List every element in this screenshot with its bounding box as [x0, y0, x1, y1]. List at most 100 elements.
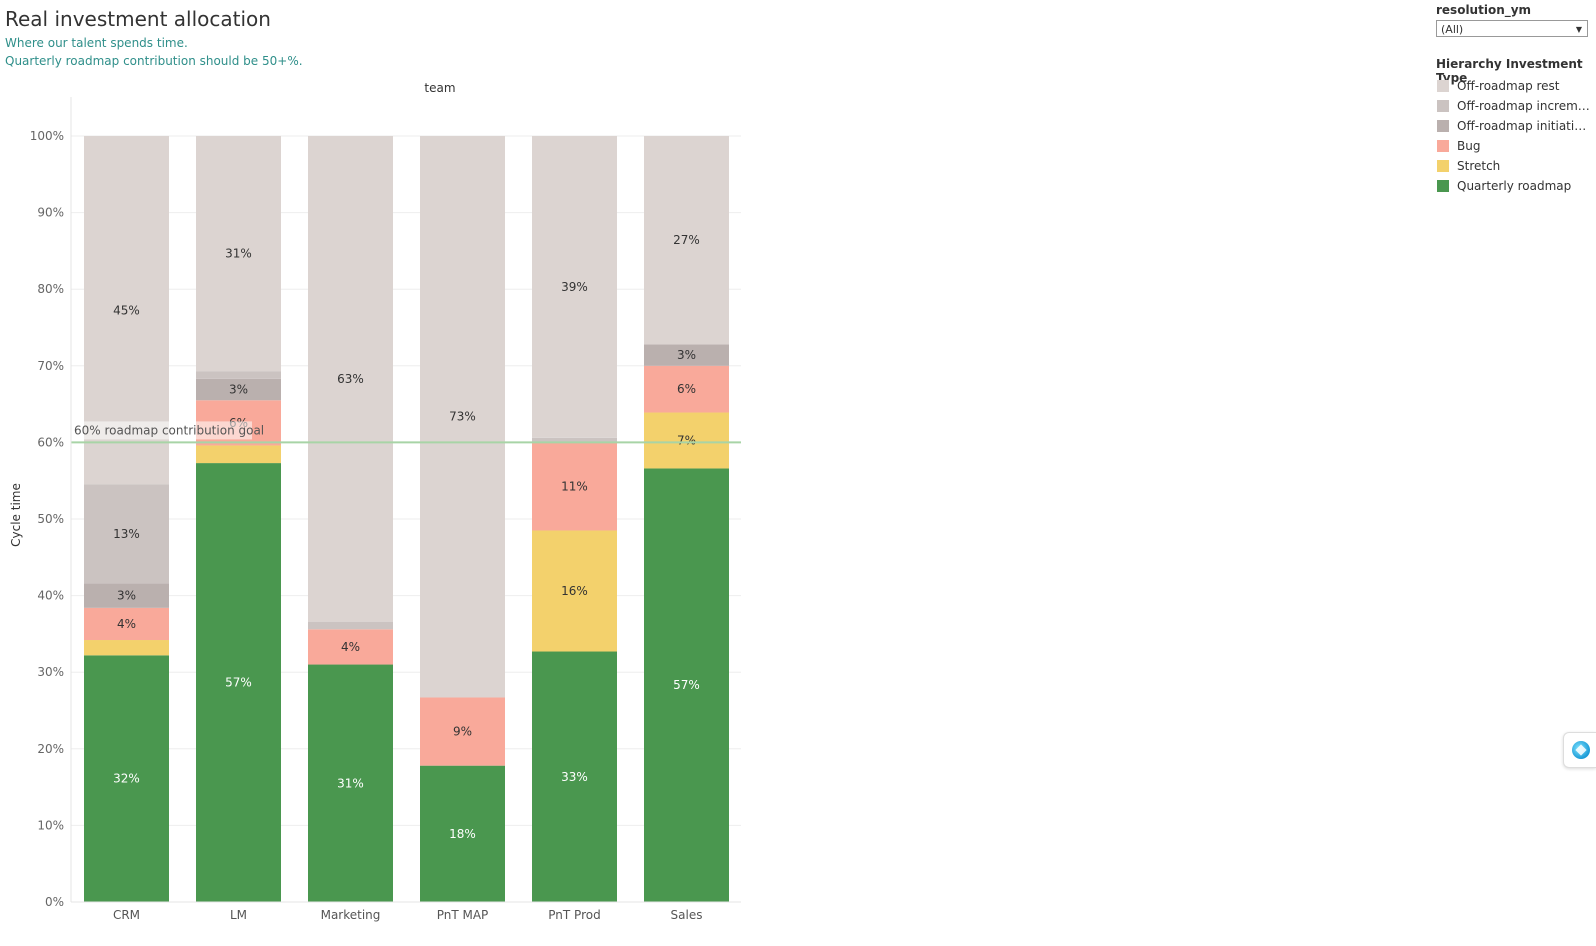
legend-item-bug[interactable]: Bug — [1437, 136, 1595, 156]
data-label: 3% — [229, 383, 248, 397]
column-header: team — [424, 81, 455, 95]
data-label: 31% — [225, 247, 252, 261]
data-label: 6% — [677, 382, 696, 396]
bar-segment[interactable] — [644, 468, 729, 902]
bar-segment[interactable] — [420, 765, 505, 902]
assistant-widget-button[interactable] — [1563, 732, 1596, 768]
bar-segment[interactable] — [84, 583, 169, 608]
legend-item-off-roadmap-initiatives[interactable]: Off-roadmap initiatives — [1437, 116, 1595, 136]
y-tick-label: 50% — [37, 512, 64, 526]
bar-segment[interactable] — [196, 463, 281, 902]
data-label: 57% — [225, 676, 252, 690]
resolution-ym-dropdown[interactable]: (All) ▼ — [1436, 20, 1588, 37]
data-label: 3% — [677, 348, 696, 362]
data-label: 57% — [673, 678, 700, 692]
dropdown-arrow-icon: ▼ — [1575, 25, 1582, 34]
bar-segment[interactable] — [532, 442, 617, 531]
bar-segment[interactable] — [84, 655, 169, 902]
bar-segment[interactable] — [84, 484, 169, 584]
reference-label-bg — [72, 421, 252, 440]
data-label: 9% — [453, 725, 472, 739]
y-tick-label: 70% — [37, 359, 64, 373]
chart-subtitle-2: Quarterly roadmap contribution should be… — [5, 54, 303, 68]
bar-segment[interactable] — [84, 640, 169, 656]
bar-segment[interactable] — [644, 412, 729, 469]
y-tick-label: 10% — [37, 818, 64, 832]
data-label: 16% — [561, 584, 588, 598]
x-tick-label: Marketing — [321, 908, 381, 922]
filter-label: resolution_ym — [1436, 3, 1532, 17]
bar-segment[interactable] — [532, 136, 617, 438]
data-label: 32% — [113, 772, 140, 786]
y-tick-label: 30% — [37, 665, 64, 679]
y-tick-label: 40% — [37, 589, 64, 603]
legend-swatch — [1437, 160, 1449, 172]
y-tick-label: 90% — [37, 206, 64, 220]
bar-segment[interactable] — [196, 136, 281, 372]
x-tick-label: CRM — [113, 908, 140, 922]
legend-item-quarterly-roadmap[interactable]: Quarterly roadmap — [1437, 176, 1595, 196]
data-label: 4% — [117, 617, 136, 631]
reference-line-label: 60% roadmap contribution goal — [74, 423, 264, 437]
filter-value: (All) — [1441, 23, 1464, 36]
bar-segment[interactable] — [308, 664, 393, 902]
legend-swatch — [1437, 120, 1449, 132]
bar-segment[interactable] — [308, 629, 393, 665]
legend-label: Quarterly roadmap — [1457, 179, 1572, 193]
y-tick-label: 100% — [30, 129, 64, 143]
legend-swatch — [1437, 100, 1449, 112]
assistant-diamond-icon — [1572, 741, 1590, 759]
data-label: 11% — [561, 479, 588, 493]
legend-swatch — [1437, 180, 1449, 192]
data-label: 4% — [341, 640, 360, 654]
bar-segment[interactable] — [308, 621, 393, 630]
bar-segment[interactable] — [532, 437, 617, 443]
y-tick-label: 60% — [37, 435, 64, 449]
data-label: 7% — [677, 433, 696, 447]
data-label: 39% — [561, 280, 588, 294]
legend-label: Off-roadmap increme... — [1457, 99, 1593, 113]
legend-item-off-roadmap-incremental[interactable]: Off-roadmap increme... — [1437, 96, 1595, 116]
chart-title: Real investment allocation — [5, 7, 271, 31]
data-label: 73% — [449, 410, 476, 424]
bar-segment[interactable] — [84, 607, 169, 641]
stacked-bar-chart: 32% 4% 3% 13% 45% 57% 6% 3% 31% 31% 4% 63% 18% 9% 73% 3… — [9, 81, 741, 922]
legend-item-off-roadmap-rest[interactable]: Off-roadmap rest — [1437, 76, 1595, 96]
data-label: 13% — [113, 527, 140, 541]
legend-label: Bug — [1457, 139, 1481, 153]
bar-segment[interactable] — [196, 445, 281, 464]
data-label: 33% — [561, 770, 588, 784]
x-tick-label: PnT MAP — [437, 908, 489, 922]
y-tick-label: 0% — [45, 895, 64, 909]
bar-segment[interactable] — [420, 697, 505, 766]
data-label: 31% — [337, 776, 364, 790]
bar-segment[interactable] — [532, 651, 617, 902]
chart-subtitle-1: Where our talent spends time. — [5, 36, 188, 50]
y-tick-label: 80% — [37, 282, 64, 296]
data-label: 63% — [337, 372, 364, 386]
y-tick-label: 20% — [37, 742, 64, 756]
data-label: 45% — [113, 303, 140, 317]
legend-swatch — [1437, 80, 1449, 92]
bar-segment[interactable] — [420, 136, 505, 698]
x-tick-label: LM — [230, 908, 247, 922]
legend-label: Stretch — [1457, 159, 1501, 173]
legend-label: Off-roadmap initiatives — [1457, 119, 1593, 133]
legend-label: Off-roadmap rest — [1457, 79, 1560, 93]
bar-segment[interactable] — [644, 365, 729, 413]
legend: Off-roadmap rest Off-roadmap increme... … — [1437, 76, 1595, 196]
data-label: 18% — [449, 827, 476, 841]
x-tick-label: Sales — [671, 908, 703, 922]
data-label: 3% — [117, 589, 136, 603]
legend-item-stretch[interactable]: Stretch — [1437, 156, 1595, 176]
bar-segment[interactable] — [644, 344, 729, 366]
bar-segment[interactable] — [644, 136, 729, 345]
bar-segment[interactable] — [196, 371, 281, 379]
y-axis-label: Cycle time — [9, 483, 23, 547]
bar-segment[interactable] — [308, 136, 393, 622]
legend-swatch — [1437, 140, 1449, 152]
x-tick-label: PnT Prod — [548, 908, 600, 922]
bar-segment[interactable] — [196, 378, 281, 401]
data-label: 27% — [673, 233, 700, 247]
bar-segment[interactable] — [532, 530, 617, 652]
